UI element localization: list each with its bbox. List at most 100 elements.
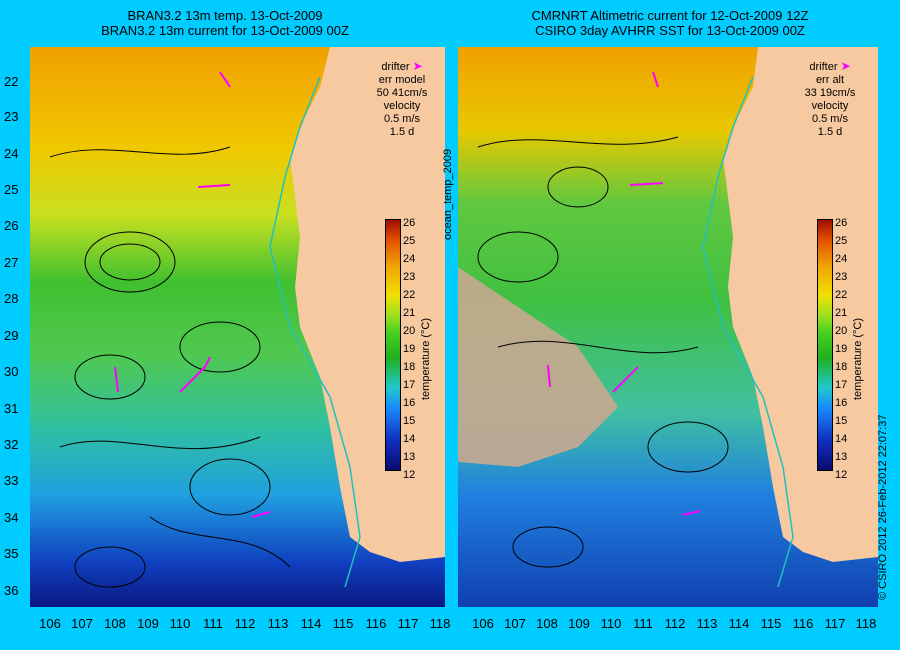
drifter-arrow-icon: ➤: [840, 59, 851, 73]
lat-label: 36: [4, 583, 19, 598]
cb-tick: 14: [835, 433, 848, 445]
lon-label: 111: [203, 616, 223, 631]
cb-tick: 25: [403, 235, 416, 247]
cb-tick: 13: [403, 451, 416, 463]
lat-label: 25: [4, 182, 19, 197]
lon-label: 116: [365, 616, 387, 631]
left-shelf-line: [269, 76, 361, 588]
left-colorbar-label: temperature (°C): [420, 317, 432, 400]
lon-label: 111: [633, 616, 653, 631]
lon-label: 115: [760, 616, 782, 631]
cb-tick: 12: [835, 469, 848, 481]
right-legend-err-value: 33 19cm/s: [804, 87, 856, 99]
right-shelf-line: [702, 76, 794, 588]
left-title-line2: BRAN3.2 13m current for 13-Oct-2009 00Z: [101, 23, 349, 38]
lon-label: 112: [234, 616, 256, 631]
cb-tick: 25: [835, 235, 848, 247]
cb-tick: 16: [835, 397, 848, 409]
lon-label: 107: [504, 616, 526, 631]
lat-label: 27: [4, 255, 19, 270]
cb-tick: 16: [403, 397, 416, 409]
left-land: [290, 47, 445, 562]
lon-label: 110: [169, 616, 191, 631]
cb-tick: 20: [403, 325, 416, 337]
right-drifter-tracks: [547, 71, 701, 516]
right-cloud-mask: [458, 267, 618, 467]
right-colorbar-label: temperature (°C): [852, 317, 864, 400]
lon-label: 114: [300, 616, 322, 631]
cb-tick: 21: [835, 307, 848, 319]
right-title-line1: CMRNRT Altimetric current for 12-Oct-200…: [531, 8, 809, 23]
middle-side-text: ocean_temp_2009: [442, 148, 454, 240]
cb-tick: 24: [403, 253, 416, 265]
lat-label: 35: [4, 546, 19, 561]
lon-label: 116: [792, 616, 814, 631]
cb-tick: 17: [835, 379, 848, 391]
right-colorbar: [817, 219, 833, 471]
lon-label: 114: [728, 616, 750, 631]
right-title-line2: CSIRO 3day AVHRR SST for 13-Oct-2009 00Z: [535, 23, 805, 38]
right-map-panel: [458, 47, 878, 607]
lon-label: 106: [472, 616, 494, 631]
cb-tick: 19: [835, 343, 848, 355]
left-legend: drifter ➤ err model 50 41cm/s velocity 0…: [362, 60, 442, 139]
lon-label: 113: [696, 616, 718, 631]
cb-tick: 12: [403, 469, 416, 481]
right-current-streamlines: [477, 136, 729, 568]
cb-tick: 19: [403, 343, 416, 355]
lon-label: 118: [429, 616, 451, 631]
cb-tick: 23: [835, 271, 848, 283]
right-legend-vel-days: 1.5 d: [817, 126, 843, 138]
lon-label: 118: [855, 616, 877, 631]
lon-label: 109: [137, 616, 159, 631]
lat-label: 28: [4, 291, 19, 306]
lon-label: 106: [39, 616, 61, 631]
drifter-arrow-icon: ➤: [412, 59, 423, 73]
lon-label: 108: [536, 616, 558, 631]
right-legend-velocity: velocity: [811, 100, 849, 112]
cb-tick: 15: [835, 415, 848, 427]
right-legend-err-label: err alt: [815, 74, 845, 86]
lat-label: 23: [4, 109, 19, 124]
left-current-streamlines: [49, 146, 291, 588]
lat-label: 34: [4, 510, 19, 525]
lon-label: 115: [332, 616, 354, 631]
right-legend: drifter ➤ err alt 33 19cm/s velocity 0.5…: [790, 60, 870, 139]
cb-tick: 20: [835, 325, 848, 337]
right-legend-vel-value: 0.5 m/s: [811, 113, 849, 125]
left-colorbar: [385, 219, 401, 471]
lon-label: 109: [568, 616, 590, 631]
lat-label: 33: [4, 473, 19, 488]
lon-label: 107: [71, 616, 93, 631]
lat-label: 30: [4, 364, 19, 379]
copyright-text: © CSIRO 2012 26-Feb-2012 22:07:37: [877, 414, 889, 600]
right-land: [723, 47, 878, 562]
lat-label: 26: [4, 218, 19, 233]
lat-label: 29: [4, 328, 19, 343]
left-panel-title: BRAN3.2 13m temp. 13-Oct-2009 BRAN3.2 13…: [40, 8, 410, 38]
lat-label: 22: [4, 74, 19, 89]
left-legend-vel-days: 1.5 d: [389, 126, 415, 138]
cb-tick: 15: [403, 415, 416, 427]
left-legend-err-label: err model: [378, 74, 426, 86]
cb-tick: 24: [835, 253, 848, 265]
cb-tick: 18: [403, 361, 416, 373]
cb-tick: 13: [835, 451, 848, 463]
cb-tick: 21: [403, 307, 416, 319]
left-legend-vel-value: 0.5 m/s: [383, 113, 421, 125]
cb-tick: 22: [403, 289, 416, 301]
cb-tick: 17: [403, 379, 416, 391]
left-legend-velocity: velocity: [383, 100, 421, 112]
cb-tick: 23: [403, 271, 416, 283]
lat-label: 31: [4, 401, 19, 416]
left-drifter-tracks: [114, 71, 271, 518]
cb-tick: 26: [835, 217, 848, 229]
lon-label: 113: [267, 616, 289, 631]
lat-label: 24: [4, 146, 19, 161]
cb-tick: 14: [403, 433, 416, 445]
cb-tick: 26: [403, 217, 416, 229]
cb-tick: 22: [835, 289, 848, 301]
lon-label: 112: [664, 616, 686, 631]
lon-label: 117: [824, 616, 846, 631]
lon-label: 108: [104, 616, 126, 631]
